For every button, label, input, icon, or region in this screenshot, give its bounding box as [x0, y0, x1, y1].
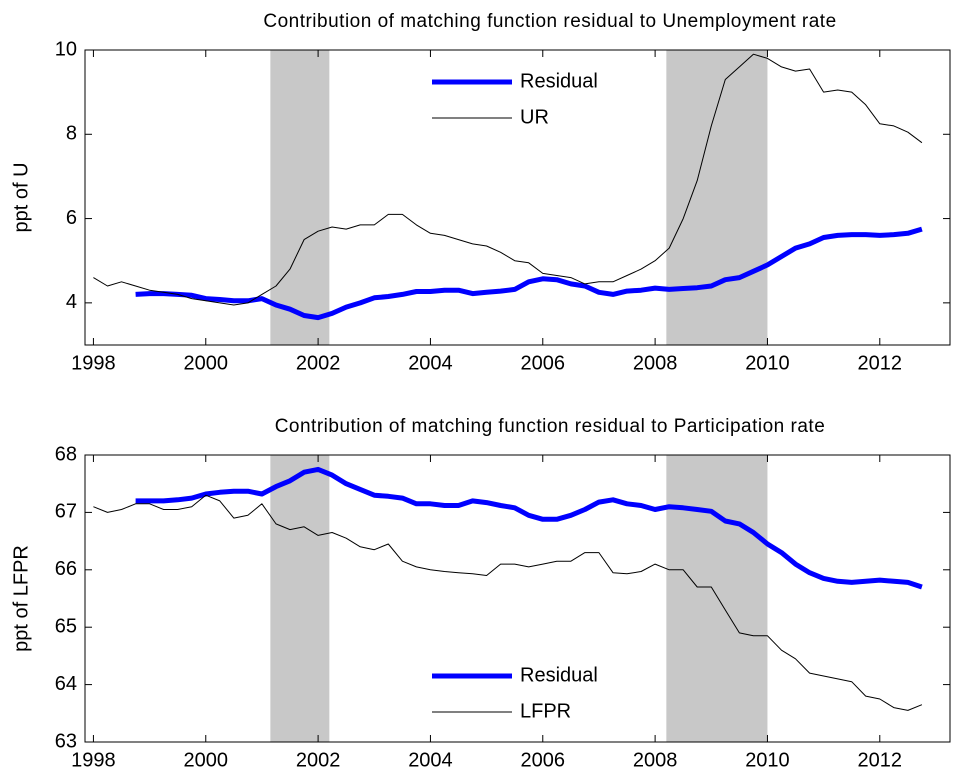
legend-label: Residual	[520, 664, 598, 686]
series-line	[93, 53, 923, 306]
recession-band	[270, 455, 330, 742]
series-line	[135, 226, 923, 321]
y-tick-label: 64	[55, 673, 77, 695]
x-tick-label: 2008	[633, 352, 678, 374]
x-tick-label: 2006	[521, 749, 566, 771]
x-tick-label: 1998	[71, 352, 116, 374]
y-tick-label: 10	[55, 38, 77, 60]
x-tick-label: 2000	[184, 352, 229, 374]
y-tick-label: 65	[55, 615, 77, 637]
x-tick-label: 2004	[408, 352, 453, 374]
x-tick-label: 2002	[296, 352, 341, 374]
recession-band	[666, 455, 768, 742]
x-tick-label: 1998	[71, 749, 116, 771]
panel: Contribution of matching function residu…	[10, 11, 951, 374]
recession-band	[666, 50, 768, 345]
x-tick-label: 2010	[745, 749, 790, 771]
y-tick-label: 6	[66, 207, 77, 229]
y-tick-label: 8	[66, 123, 77, 145]
x-tick-label: 2000	[184, 749, 229, 771]
x-tick-label: 2010	[745, 352, 790, 374]
x-tick-label: 2002	[296, 749, 341, 771]
plot-frame	[84, 454, 951, 743]
panel: Contribution of matching function residu…	[10, 416, 951, 771]
recession-band	[270, 50, 330, 345]
x-tick-label: 2012	[858, 749, 903, 771]
legend-label: LFPR	[520, 700, 571, 722]
x-tick-label: 2012	[858, 352, 903, 374]
series-line	[93, 494, 923, 711]
chart-title: Contribution of matching function residu…	[263, 11, 836, 32]
legend-label: Residual	[520, 70, 598, 92]
x-tick-label: 2008	[633, 749, 678, 771]
series-line	[135, 466, 923, 590]
y-tick-label: 67	[55, 501, 77, 523]
y-axis-label: ppt of LFPR	[10, 545, 32, 652]
chart-title: Contribution of matching function residu…	[275, 416, 826, 437]
x-tick-label: 2004	[408, 749, 453, 771]
y-tick-label: 66	[55, 558, 77, 580]
y-tick-label: 63	[55, 730, 77, 752]
plot-frame	[84, 49, 951, 346]
y-tick-label: 68	[55, 443, 77, 465]
y-tick-label: 4	[66, 291, 77, 313]
legend-label: UR	[520, 106, 549, 128]
y-axis-label: ppt of U	[10, 162, 32, 232]
x-tick-label: 2006	[521, 352, 566, 374]
